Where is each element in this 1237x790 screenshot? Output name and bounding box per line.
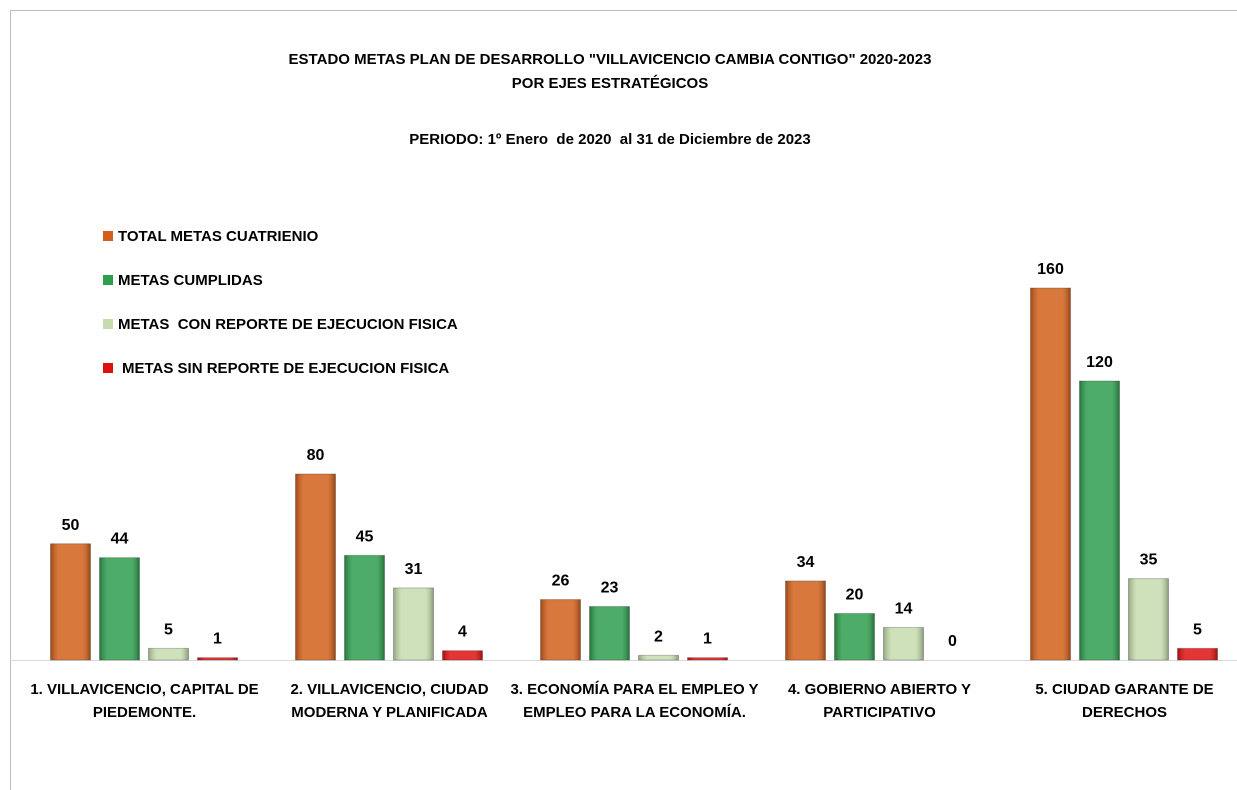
- value-label: 2: [654, 628, 663, 645]
- value-label: 20: [846, 587, 864, 604]
- value-label: 14: [895, 600, 913, 617]
- legend-swatch: [103, 363, 113, 373]
- value-label: 0: [948, 633, 957, 650]
- value-label: 34: [797, 554, 815, 571]
- value-label: 1: [703, 631, 712, 648]
- legend-swatch: [103, 275, 113, 285]
- legend-label: TOTAL METAS CUATRIENIO: [118, 228, 319, 245]
- x-tick-label: 4. GOBIERNO ABIERTO Y PARTICIPATIVO: [787, 681, 972, 721]
- value-label: 1: [213, 631, 222, 648]
- value-label: 44: [111, 531, 129, 548]
- chart-title: POR EJES ESTRATÉGICOS: [512, 75, 708, 92]
- value-label: 160: [1037, 261, 1064, 278]
- bar: [638, 654, 679, 661]
- bar: [1177, 647, 1218, 661]
- frame: [10, 10, 1237, 790]
- bar: [687, 657, 728, 661]
- legend-label: METAS CUMPLIDAS: [118, 272, 263, 289]
- bar: [197, 657, 238, 661]
- value-label: 45: [356, 528, 374, 545]
- x-tick-label: 2. VILLAVICENCIO, CIUDAD MODERNA Y PLANI…: [290, 681, 489, 721]
- x-tick-label: 1. VILLAVICENCIO, CAPITAL DE PIEDEMONTE.: [30, 681, 259, 721]
- legend-swatch: [103, 231, 113, 241]
- bar: [540, 599, 581, 661]
- value-label: 35: [1140, 552, 1158, 569]
- bar: [1079, 380, 1120, 661]
- value-label: 120: [1086, 354, 1113, 371]
- bar: [785, 580, 826, 661]
- value-label: 50: [62, 517, 80, 534]
- value-label: 5: [1193, 621, 1202, 638]
- x-tick-label: 5. CIUDAD GARANTE DE DERECHOS: [1035, 681, 1214, 721]
- bar: [834, 613, 875, 661]
- bar: [442, 650, 483, 661]
- bar: [50, 543, 91, 661]
- value-label: 5: [164, 621, 173, 638]
- x-tick-label: 3. ECONOMÍA PARA EL EMPLEO Y EMPLEO PARA…: [510, 681, 759, 721]
- legend-label: METAS CON REPORTE DE EJECUCION FISICA: [118, 316, 458, 333]
- bar: [344, 554, 385, 661]
- bar: [1030, 287, 1071, 661]
- bar: [393, 587, 434, 661]
- legend-swatch: [103, 319, 113, 329]
- value-label: 80: [307, 447, 325, 464]
- bar: [148, 647, 189, 661]
- legend-label: METAS SIN REPORTE DE EJECUCION FISICA: [122, 360, 449, 377]
- value-label: 31: [405, 561, 423, 578]
- value-label: 26: [552, 573, 570, 590]
- bar: [295, 473, 336, 661]
- chart-title: ESTADO METAS PLAN DE DESARROLLO "VILLAVI…: [289, 51, 932, 68]
- value-label: 23: [601, 580, 619, 597]
- bar: [883, 626, 924, 661]
- bar: [1128, 578, 1169, 661]
- bar: [589, 606, 630, 661]
- bar: [99, 557, 140, 661]
- chart-subtitle: PERIODO: 1º Enero de 2020 al 31 de Dicie…: [409, 131, 811, 148]
- value-label: 4: [458, 624, 467, 641]
